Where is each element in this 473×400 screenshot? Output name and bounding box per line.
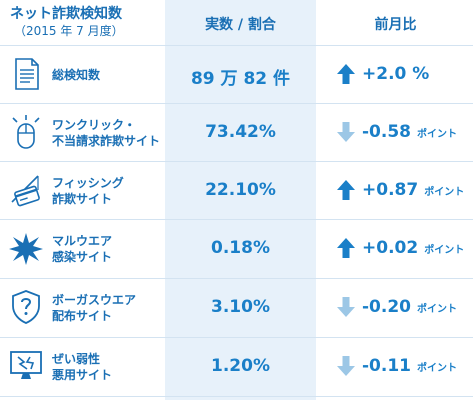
compare-cell: -0.58 ポイント xyxy=(336,120,457,144)
arrow-up-icon xyxy=(337,180,355,200)
row-divider xyxy=(0,103,473,104)
compare-cell: +0.87 ポイント xyxy=(336,178,464,202)
arrow-up-icon xyxy=(337,238,355,258)
row-divider xyxy=(0,45,473,46)
compare-cell: -0.20 ポイント xyxy=(336,295,457,319)
compare-column-header: 前月比 xyxy=(374,17,417,33)
category-label: 悪用サイト xyxy=(52,368,113,382)
shield-question-icon xyxy=(12,290,40,324)
value-cell: 1.20% xyxy=(211,356,270,376)
vulnerable-monitor-icon xyxy=(10,351,42,379)
category-label: 感染サイト xyxy=(52,250,113,264)
document-icon xyxy=(15,58,39,90)
category-label: ぜい弱性 xyxy=(52,352,101,366)
table-header: ネット詐欺検知数 （2015 年 7 月度） 実数 / 割合 前月比 xyxy=(0,0,473,45)
table-row: マルウエア 感染サイト 0.18% +0.02 ポイント xyxy=(0,220,473,278)
malware-burst-icon xyxy=(9,233,43,265)
change-unit: ポイント xyxy=(424,186,465,198)
row-divider xyxy=(0,278,473,279)
table-row: ワンクリック・ 不当請求詐欺サイト 73.42% -0.58 ポイント xyxy=(0,104,473,161)
arrow-up-icon xyxy=(337,64,355,84)
category-label: ワンクリック・ xyxy=(52,118,136,132)
table-row: ボーガスウエア 配布サイト 3.10% -0.20 ポイント xyxy=(0,279,473,337)
table-row: フィッシング 詐欺サイト 22.10% +0.87 ポイント xyxy=(0,162,473,219)
change-value: -0.20 xyxy=(362,297,411,317)
category-label: 詐欺サイト xyxy=(52,192,113,206)
change-value: -0.58 xyxy=(362,122,411,142)
category-label: 配布サイト xyxy=(52,309,113,323)
change-value: +2.0 % xyxy=(362,64,430,84)
value-cell: 89 万 82 件 xyxy=(190,69,291,89)
table-title: ネット詐欺検知数 xyxy=(10,6,122,22)
value-column-bg xyxy=(165,0,316,400)
category-label: 総検知数 xyxy=(52,68,101,82)
category-label: マルウエア xyxy=(52,234,113,248)
arrow-down-icon xyxy=(337,356,355,376)
change-unit: ポイント xyxy=(417,362,457,374)
table-row: 総検知数 89 万 82 件 +2.0 % xyxy=(0,46,473,103)
row-divider xyxy=(0,396,473,397)
category-label: フィッシング xyxy=(52,176,124,190)
change-value: +0.87 xyxy=(362,180,419,200)
value-cell: 0.18% xyxy=(211,238,270,258)
row-divider xyxy=(0,219,473,220)
category-label: ボーガスウエア xyxy=(52,293,137,307)
fishing-card-icon xyxy=(11,175,40,207)
compare-cell: +0.02 ポイント xyxy=(336,236,464,260)
compare-cell: -0.11 ポイント xyxy=(336,354,457,378)
change-unit: ポイント xyxy=(424,244,465,256)
table-subtitle: （2015 年 7 月度） xyxy=(14,24,124,38)
row-divider xyxy=(0,161,473,162)
table-row: ぜい弱性 悪用サイト 1.20% -0.11 ポイント xyxy=(0,338,473,396)
mouse-click-icon xyxy=(12,115,40,149)
value-cell: 22.10% xyxy=(205,180,276,200)
arrow-down-icon xyxy=(337,122,355,142)
arrow-down-icon xyxy=(337,297,355,317)
change-value: +0.02 xyxy=(362,238,419,258)
value-column-header: 実数 / 割合 xyxy=(205,17,276,33)
change-unit: ポイント xyxy=(417,303,457,315)
value-cell: 3.10% xyxy=(211,297,270,317)
row-divider xyxy=(0,337,473,338)
change-unit: ポイント xyxy=(417,128,457,140)
value-cell: 73.42% xyxy=(205,122,276,142)
change-value: -0.11 xyxy=(362,356,411,376)
category-label: 不当請求詐欺サイト xyxy=(52,134,161,148)
compare-cell: +2.0 % xyxy=(336,62,435,86)
